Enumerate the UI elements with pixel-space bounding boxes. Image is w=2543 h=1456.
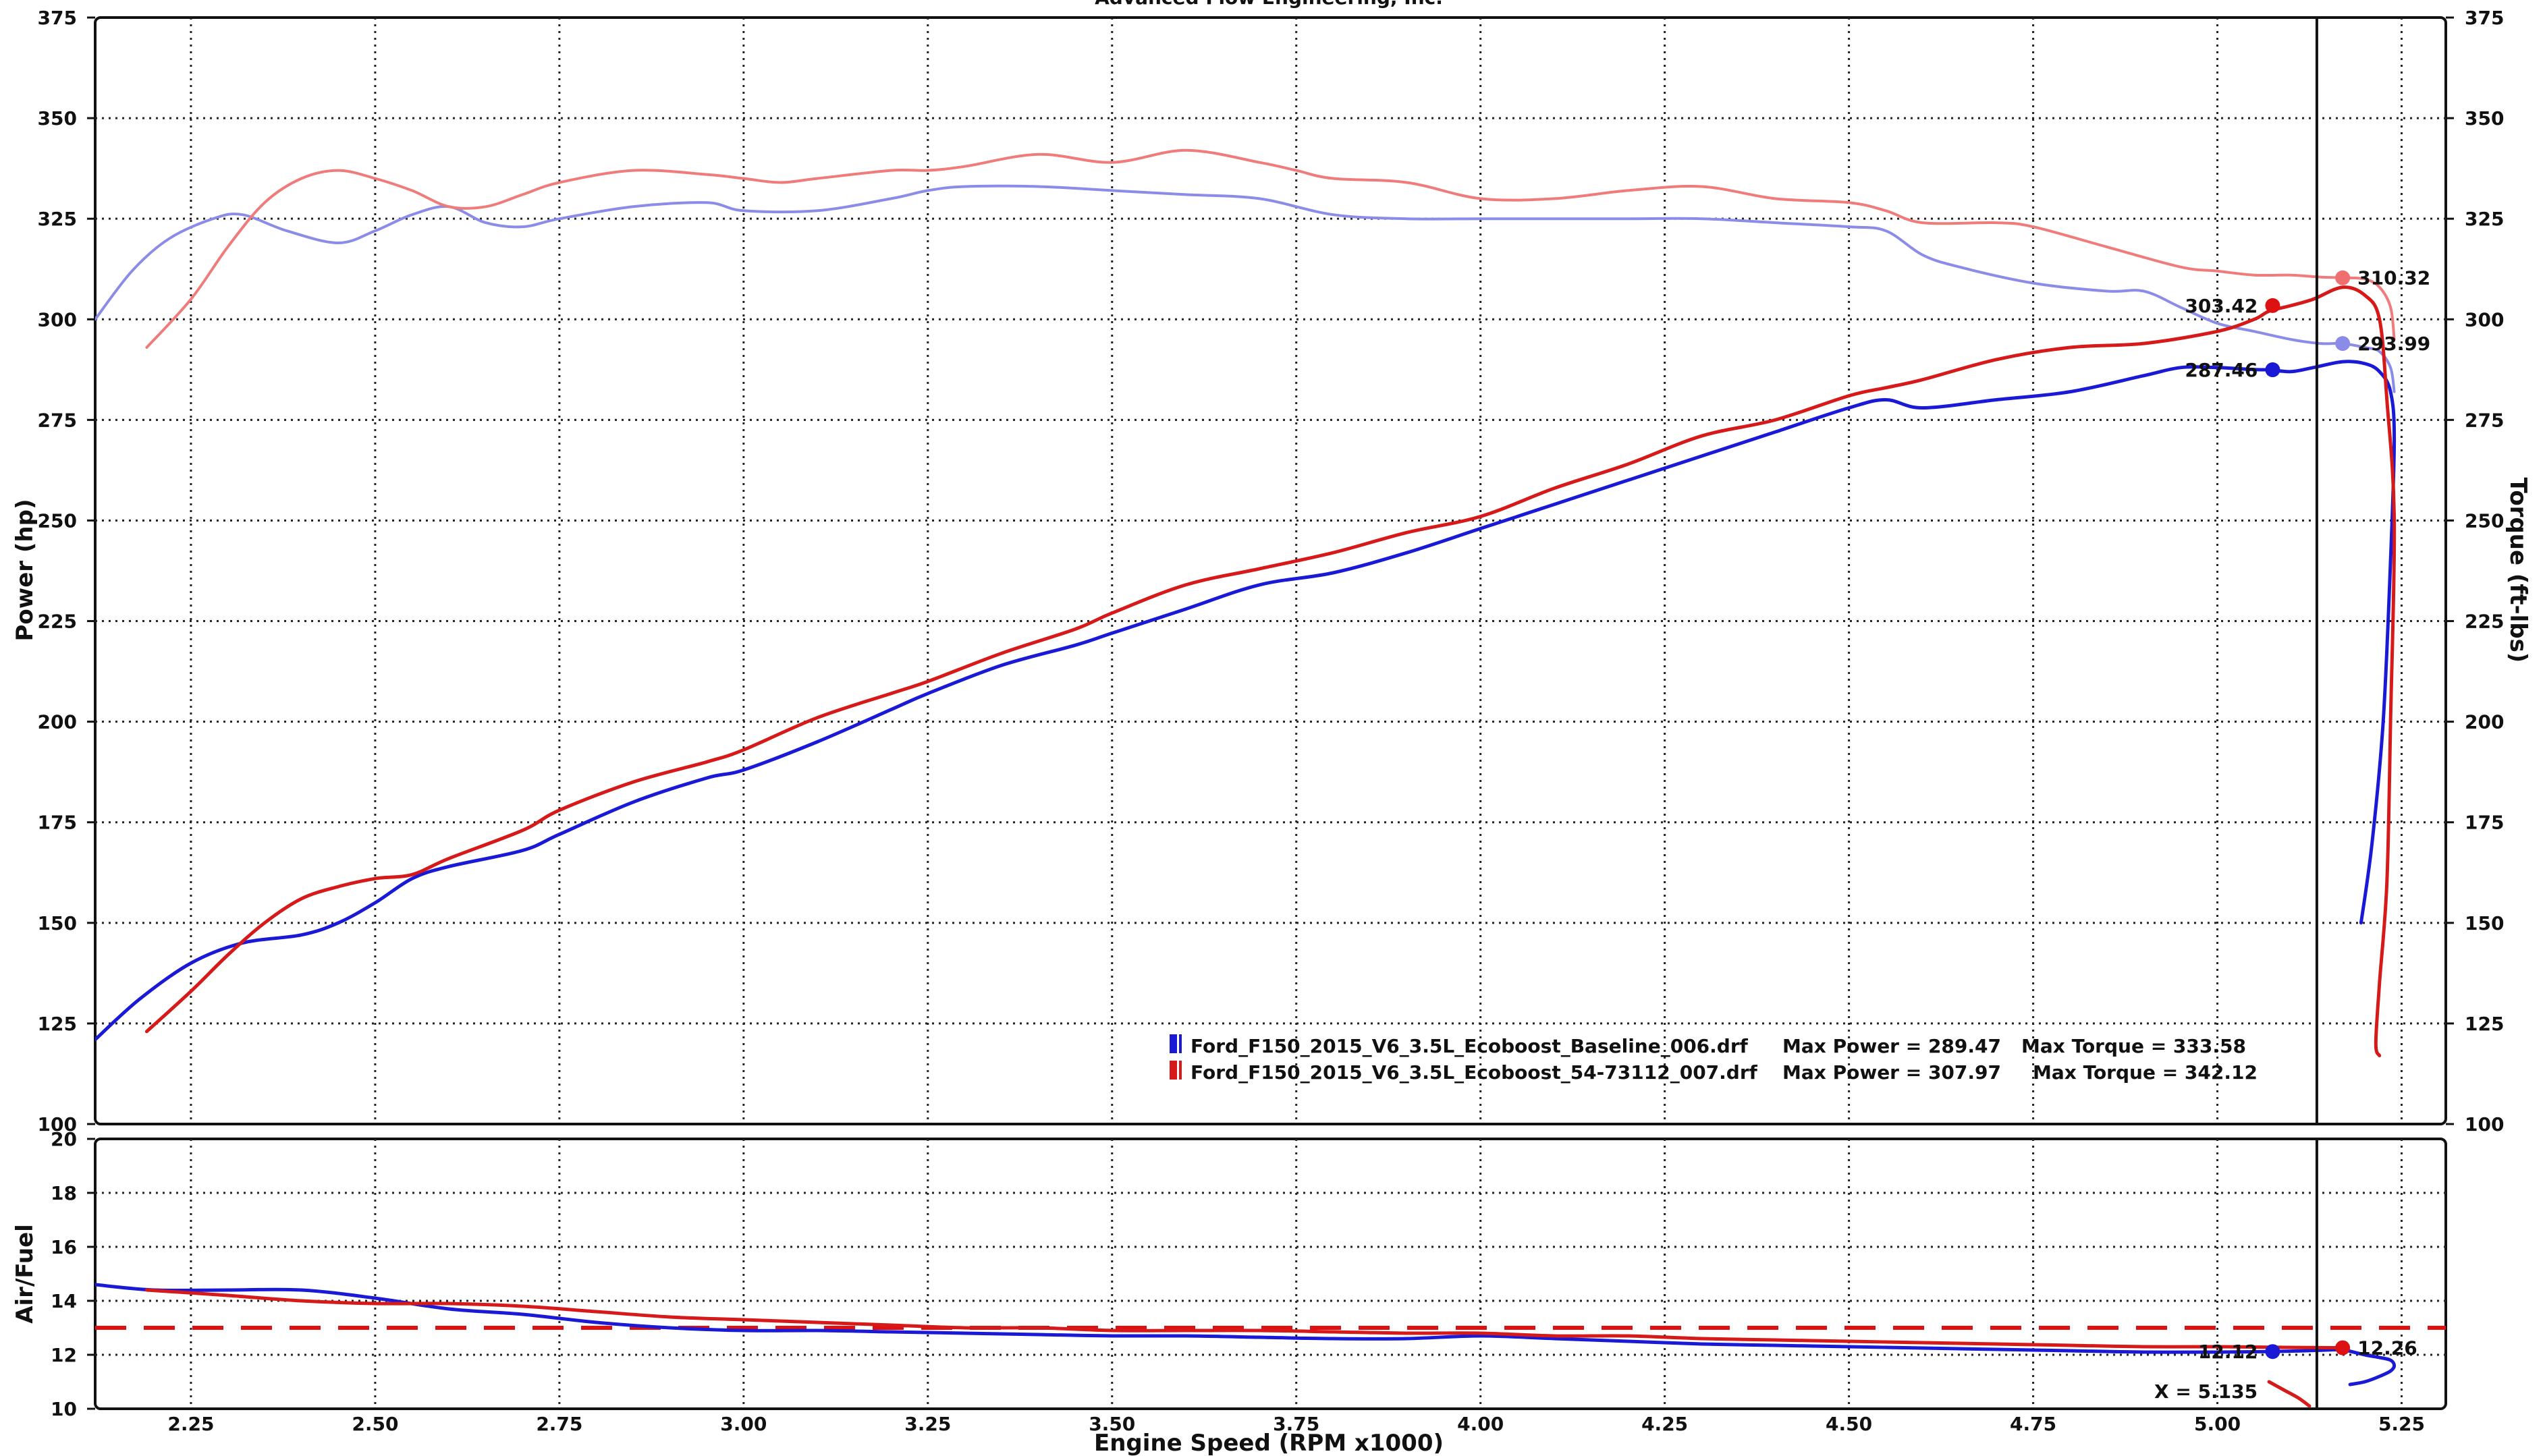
power-tick-150: 150 <box>38 912 77 934</box>
marker-dot-293.99 <box>2335 336 2351 352</box>
power-tick-275: 275 <box>38 409 77 431</box>
legend-file-modified: Ford_F150_2015_V6_3.5L_Ecoboost_54-73112… <box>1191 1061 1758 1084</box>
x-tick-4.00: 4.00 <box>1457 1413 1504 1435</box>
torque-tick-125: 125 <box>2465 1013 2504 1035</box>
power-tick-125: 125 <box>38 1013 77 1035</box>
torque-tick-375: 375 <box>2465 7 2504 29</box>
afr-marker-label-12.26: 12.26 <box>2357 1337 2417 1360</box>
x-tick-2.75: 2.75 <box>536 1413 582 1435</box>
afr-marker-dot-12.12 <box>2265 1344 2280 1360</box>
power-axis-label: Power (hp) <box>11 499 38 642</box>
top-markers: 310.32 303.42 293.99 287.46 <box>2185 267 2430 381</box>
x-axis-label: Engine Speed (RPM x1000) <box>1094 1430 1444 1456</box>
series-modified-power <box>144 285 2397 1058</box>
power-tick-350: 350 <box>38 107 77 130</box>
bottom-markers: 12.12 12.26 <box>2198 1337 2417 1364</box>
afr-tick-12: 12 <box>51 1344 77 1366</box>
marker-label-303.42: 303.42 <box>2185 295 2258 317</box>
x-tick-3.50: 3.50 <box>1089 1413 1135 1435</box>
series-baseline-afr <box>95 1283 2345 1354</box>
marker-label-310.32: 310.32 <box>2357 267 2430 289</box>
legend-max-power-modified: Max Power = 307.97 <box>1782 1061 2001 1084</box>
afr-tick-14: 14 <box>51 1290 77 1312</box>
torque-tick-150: 150 <box>2465 912 2504 934</box>
power-tick-375: 375 <box>38 7 77 29</box>
torque-axis-ticks: 100 125 150 175 200 225 250 275 300 325 350 375 <box>2446 7 2504 1136</box>
series-baseline-torque <box>95 184 2396 393</box>
x-tick-3.75: 3.75 <box>1273 1413 1319 1435</box>
top-grid <box>95 18 2446 1124</box>
cursor-readout: X = 5.135 <box>2154 1380 2258 1403</box>
torque-tick-200: 200 <box>2465 711 2504 733</box>
x-tick-2.25: 2.25 <box>167 1413 214 1435</box>
marker-dot-303.42 <box>2265 298 2280 313</box>
legend-entry-baseline: Ford_F150_2015_V6_3.5L_Ecoboost_Baseline… <box>1170 1034 2246 1057</box>
torque-tick-100: 100 <box>2465 1113 2504 1136</box>
marker-dot-287.46 <box>2265 362 2280 378</box>
legend-entry-modified: Ford_F150_2015_V6_3.5L_Ecoboost_54-73112… <box>1170 1061 2258 1084</box>
x-axis-ticks: 2.25 2.50 2.75 3.00 3.25 3.50 3.75 4.00 4.25 4.50… <box>167 1413 2425 1435</box>
x-tick-5.25: 5.25 <box>2378 1413 2425 1435</box>
air-fuel-axis-ticks: 10 12 14 16 18 20 <box>51 1128 95 1420</box>
afr-marker-label-12.12: 12.12 <box>2198 1341 2258 1363</box>
x-tick-4.25: 4.25 <box>1641 1413 1688 1435</box>
x-tick-3.00: 3.00 <box>720 1413 767 1435</box>
torque-tick-300: 300 <box>2465 308 2504 331</box>
top-plot-frame <box>94 16 2447 1125</box>
power-torque-panel: 100 125 150 175 200 225 250 275 300 325 350 375 100… <box>11 7 2532 1136</box>
power-tick-225: 225 <box>38 611 77 633</box>
marker-dot-310.32 <box>2335 270 2351 285</box>
afr-tick-18: 18 <box>51 1182 77 1204</box>
air-fuel-panel: 10 12 14 16 18 20 12.12 12.26 Air/Fuel X = 5.1… <box>11 1128 2447 1420</box>
afr-tick-10: 10 <box>51 1398 77 1420</box>
bottom-plot-frame <box>94 1138 2447 1410</box>
legend-max-torque-baseline: Max Torque = 333.58 <box>2021 1035 2246 1057</box>
legend-swatch-modified <box>1170 1061 1177 1080</box>
series-modified-afr-tail <box>2267 1380 2312 1408</box>
series-modified-torque <box>145 148 2396 349</box>
power-tick-100: 100 <box>38 1113 77 1136</box>
torque-axis-label: Torque (ft-lbs) <box>2505 478 2532 663</box>
legend: Ford_F150_2015_V6_3.5L_Ecoboost_Baseline… <box>1170 1034 2258 1084</box>
top-series <box>95 148 2397 1058</box>
series-modified-afr <box>144 1288 2345 1350</box>
torque-tick-225: 225 <box>2465 611 2504 633</box>
legend-swatch-baseline <box>1170 1034 1177 1053</box>
torque-tick-350: 350 <box>2465 107 2504 130</box>
afr-marker-dot-12.26 <box>2335 1340 2351 1355</box>
power-tick-200: 200 <box>38 711 77 733</box>
x-tick-4.75: 4.75 <box>2010 1413 2056 1435</box>
legend-max-power-baseline: Max Power = 289.47 <box>1782 1035 2001 1057</box>
chart-title: Advanced Flow Engineering, Inc. <box>1095 0 1443 9</box>
x-tick-2.50: 2.50 <box>352 1413 398 1435</box>
afr-tick-16: 16 <box>51 1236 77 1258</box>
bottom-series <box>95 1283 2397 1408</box>
bottom-grid <box>95 1139 2446 1409</box>
power-tick-250: 250 <box>38 509 77 532</box>
torque-tick-325: 325 <box>2465 208 2504 230</box>
x-tick-3.25: 3.25 <box>904 1413 951 1435</box>
afr-tick-20: 20 <box>51 1128 77 1150</box>
legend-file-baseline: Ford_F150_2015_V6_3.5L_Ecoboost_Baseline… <box>1191 1035 1749 1057</box>
power-tick-300: 300 <box>38 308 77 331</box>
air-fuel-axis-label: Air/Fuel <box>11 1224 38 1324</box>
x-tick-5.00: 5.00 <box>2194 1413 2241 1435</box>
series-baseline-afr-tail <box>2341 1347 2397 1387</box>
marker-label-287.46: 287.46 <box>2185 359 2258 381</box>
x-tick-4.50: 4.50 <box>1826 1413 1872 1435</box>
torque-tick-250: 250 <box>2465 509 2504 532</box>
power-tick-325: 325 <box>38 208 77 230</box>
marker-label-293.99: 293.99 <box>2357 333 2430 355</box>
legend-max-torque-modified: Max Torque = 342.12 <box>2033 1061 2258 1084</box>
torque-tick-275: 275 <box>2465 409 2504 431</box>
power-tick-175: 175 <box>38 812 77 834</box>
torque-tick-175: 175 <box>2465 812 2504 834</box>
series-baseline-power <box>95 360 2397 1042</box>
power-axis-ticks: 100 125 150 175 200 225 250 275 300 325 350 375 <box>38 7 95 1136</box>
